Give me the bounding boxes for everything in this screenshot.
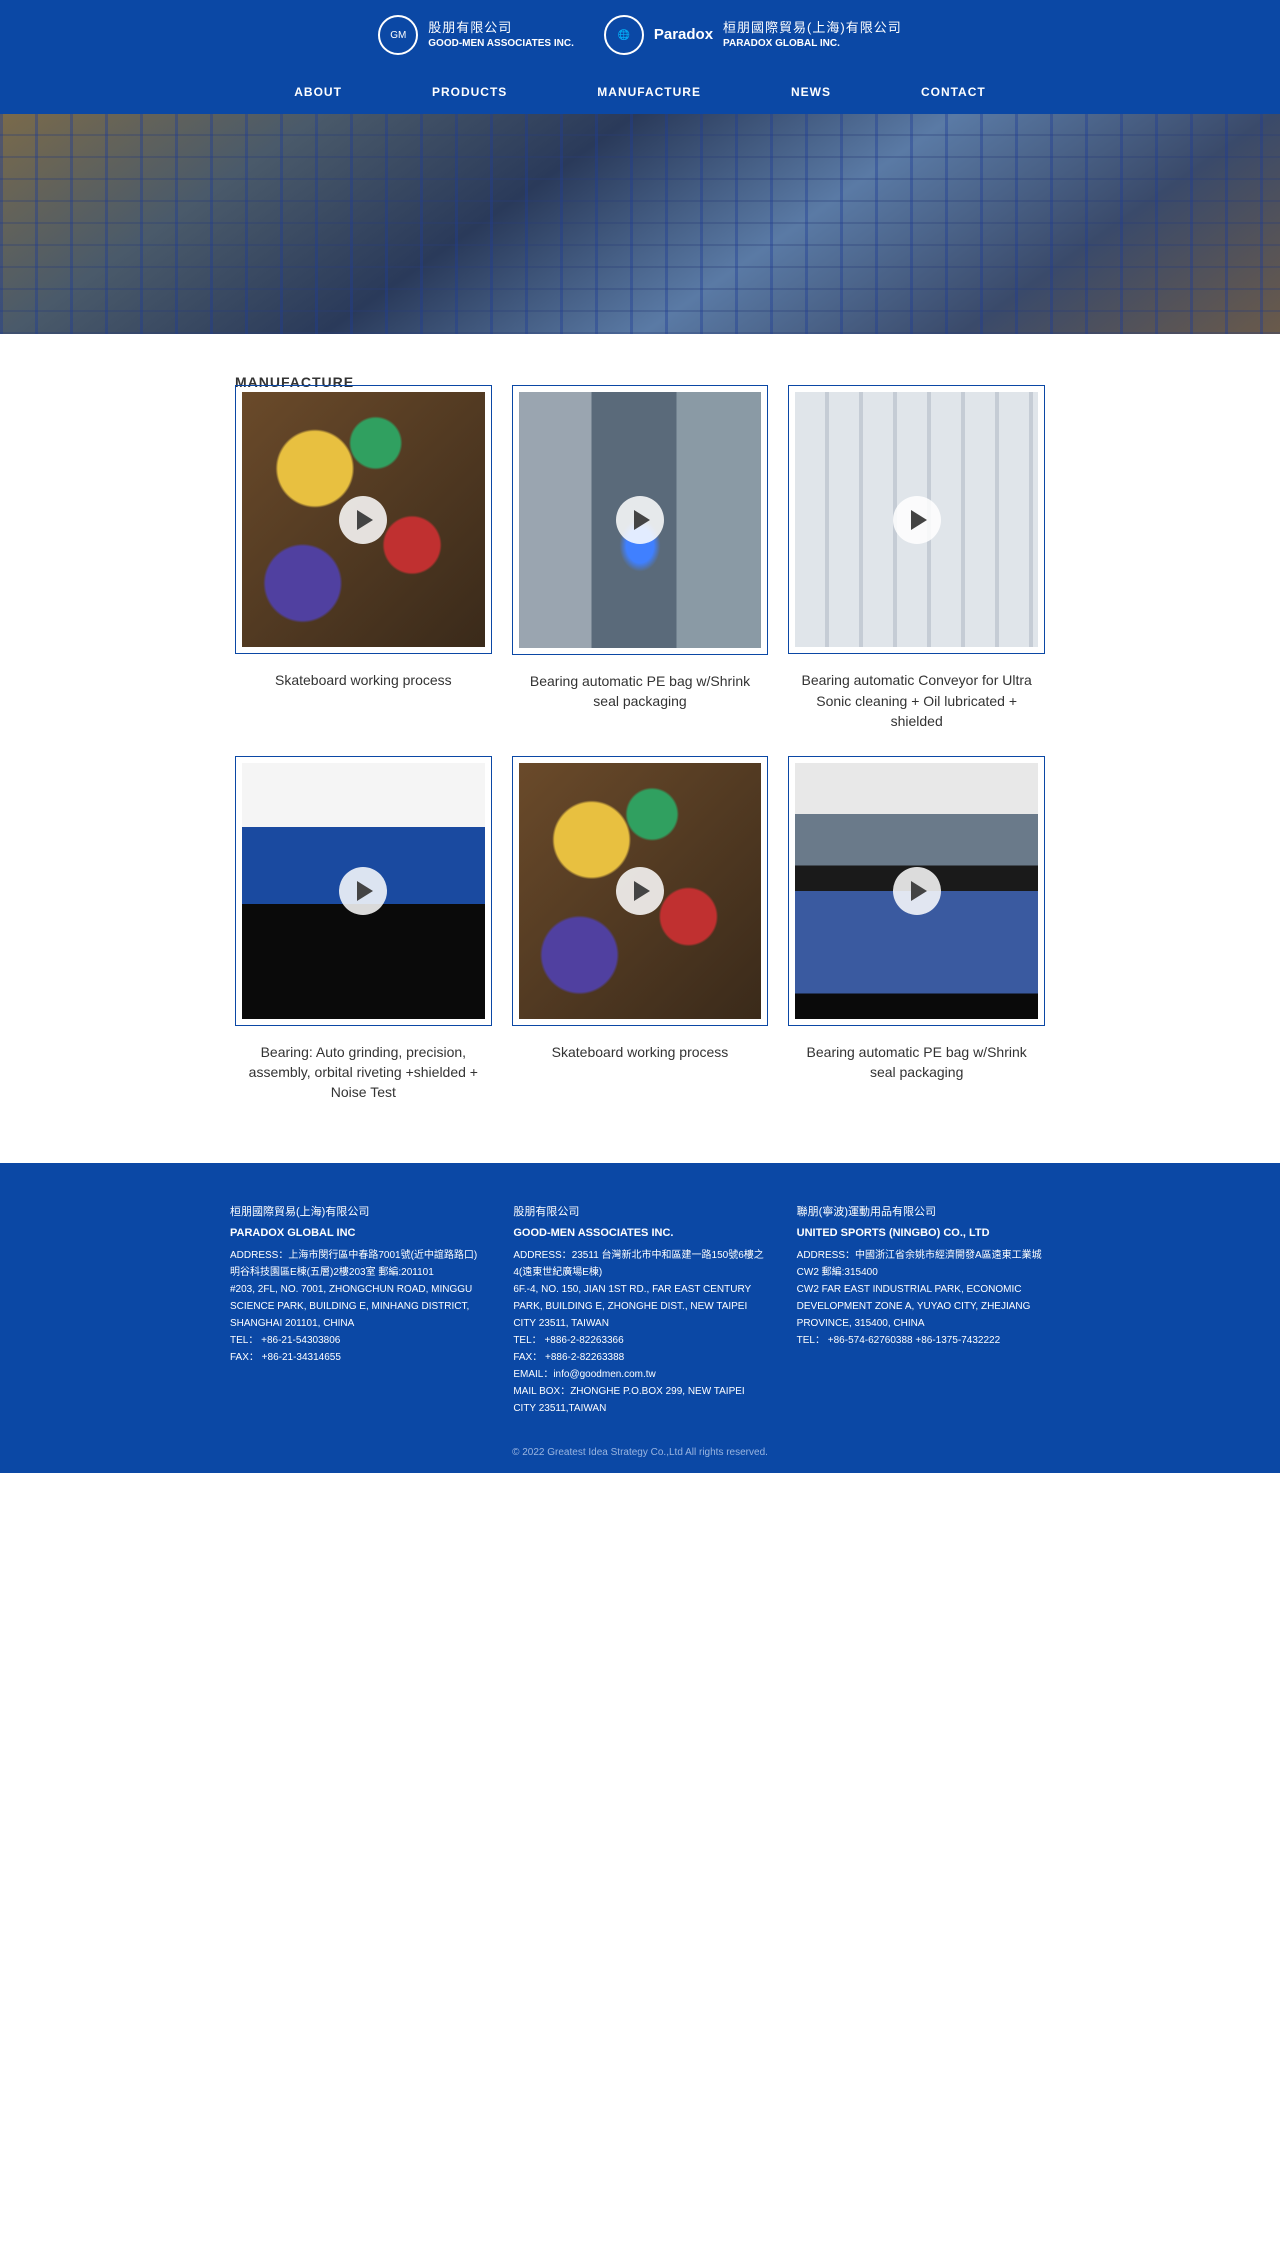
nav-contact[interactable]: CONTACT — [921, 85, 986, 99]
footer-col-paradox: 桓朋國際貿易(上海)有限公司 PARADOX GLOBAL INC ADDRES… — [230, 1203, 483, 1417]
video-card: Bearing automatic PE bag w/Shrink seal p… — [512, 385, 769, 731]
logo-goodmen-en: GOOD-MEN ASSOCIATES INC. — [428, 37, 574, 50]
footer-en-name: PARADOX GLOBAL INC — [230, 1227, 483, 1239]
logo-goodmen-icon: GM — [378, 15, 418, 55]
play-icon — [339, 867, 387, 915]
video-thumbnail[interactable] — [788, 385, 1045, 654]
video-card: Skateboard working process — [235, 385, 492, 731]
video-caption: Bearing automatic Conveyor for Ultra Son… — [788, 654, 1045, 731]
play-icon — [616, 867, 664, 915]
logo-paradox-cn: 桓朋國際貿易(上海)有限公司 — [723, 20, 902, 37]
footer-cn-name: 桓朋國際貿易(上海)有限公司 — [230, 1203, 483, 1219]
video-thumbnail[interactable] — [512, 756, 769, 1026]
video-caption: Bearing automatic PE bag w/Shrink seal p… — [788, 1026, 1045, 1083]
nav-manufacture[interactable]: MANUFACTURE — [597, 85, 701, 99]
logo-goodmen[interactable]: GM 股朋有限公司 GOOD-MEN ASSOCIATES INC. — [378, 15, 574, 55]
video-card: Bearing: Auto grinding, precision, assem… — [235, 756, 492, 1102]
hero-banner — [0, 114, 1280, 334]
logo-row: GM 股朋有限公司 GOOD-MEN ASSOCIATES INC. 🌐 Par… — [0, 15, 1280, 70]
play-icon — [339, 496, 387, 544]
logo-paradox-en: PARADOX GLOBAL INC. — [723, 37, 902, 50]
video-caption: Bearing: Auto grinding, precision, assem… — [235, 1026, 492, 1103]
copyright: © 2022 Greatest Idea Strategy Co.,Ltd Al… — [30, 1447, 1250, 1458]
nav-news[interactable]: NEWS — [791, 85, 831, 99]
video-thumbnail[interactable] — [235, 385, 492, 654]
logo-goodmen-cn: 股朋有限公司 — [428, 20, 574, 37]
footer-col-united: 聯朋(寧波)運動用品有限公司 UNITED SPORTS (NINGBO) CO… — [797, 1203, 1050, 1417]
footer-col-goodmen: 股朋有限公司 GOOD-MEN ASSOCIATES INC. ADDRESS：… — [513, 1203, 766, 1417]
video-card: Bearing automatic Conveyor for Ultra Son… — [788, 385, 1045, 731]
manufacture-section: MANUFACTURE Skateboard working process B… — [235, 374, 1045, 1103]
footer-en-name: GOOD-MEN ASSOCIATES INC. — [513, 1227, 766, 1239]
site-footer: 桓朋國際貿易(上海)有限公司 PARADOX GLOBAL INC ADDRES… — [0, 1163, 1280, 1473]
main-nav: ABOUT PRODUCTS MANUFACTURE NEWS CONTACT — [0, 70, 1280, 114]
video-caption: Bearing automatic PE bag w/Shrink seal p… — [512, 655, 769, 712]
nav-products[interactable]: PRODUCTS — [432, 85, 507, 99]
footer-cn-name: 股朋有限公司 — [513, 1203, 766, 1219]
footer-cn-name: 聯朋(寧波)運動用品有限公司 — [797, 1203, 1050, 1219]
play-icon — [893, 867, 941, 915]
play-icon — [616, 496, 664, 544]
logo-paradox-brand: Paradox — [654, 25, 713, 45]
video-thumbnail[interactable] — [512, 385, 769, 655]
footer-en-name: UNITED SPORTS (NINGBO) CO., LTD — [797, 1227, 1050, 1239]
site-header: GM 股朋有限公司 GOOD-MEN ASSOCIATES INC. 🌐 Par… — [0, 0, 1280, 114]
video-caption: Skateboard working process — [512, 1026, 769, 1062]
video-caption: Skateboard working process — [235, 654, 492, 690]
logo-paradox[interactable]: 🌐 Paradox 桓朋國際貿易(上海)有限公司 PARADOX GLOBAL … — [604, 15, 902, 55]
globe-icon: 🌐 — [604, 15, 644, 55]
play-icon — [893, 496, 941, 544]
video-grid: Skateboard working process Bearing autom… — [235, 385, 1045, 1103]
video-card: Bearing automatic PE bag w/Shrink seal p… — [788, 756, 1045, 1102]
video-thumbnail[interactable] — [788, 756, 1045, 1025]
video-thumbnail[interactable] — [235, 756, 492, 1025]
video-card: Skateboard working process — [512, 756, 769, 1102]
nav-about[interactable]: ABOUT — [294, 85, 342, 99]
